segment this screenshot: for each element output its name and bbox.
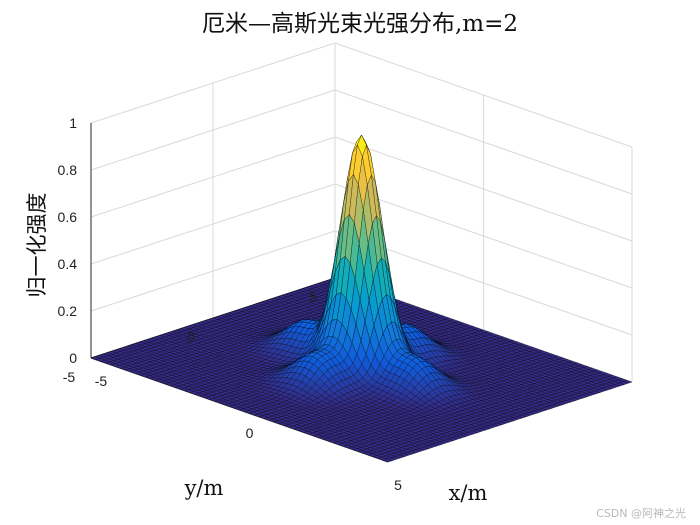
- x-axis-label: x/m: [449, 481, 488, 505]
- z-tick-label: 0: [69, 350, 77, 366]
- gridline: [90, 42, 633, 148]
- z-axis-label: 归一化强度: [25, 193, 49, 298]
- watermark: CSDN @阿神之光: [596, 507, 686, 520]
- chart-title: 厄米—高斯光束光强分布,m=2: [202, 11, 518, 37]
- x-tick-label: 0: [246, 425, 254, 441]
- y-tick-label: 5: [309, 289, 317, 305]
- y-axis-label: y/m: [184, 476, 224, 500]
- surface-mesh: [90, 134, 633, 463]
- surface-patch: [382, 458, 393, 463]
- y-tick-label: 0: [187, 329, 195, 345]
- x-tick-label: -5: [95, 373, 108, 389]
- z-tick-label: 0.6: [58, 209, 78, 225]
- z-tick-label: 1: [69, 115, 77, 131]
- tick-labels: 0 0.2 0.4 0.6 0.8 1 -5 0 5 -5 0 5: [58, 115, 403, 493]
- y-tick-label: -5: [63, 369, 76, 385]
- z-tick-label: 0.4: [58, 256, 78, 272]
- z-tick-label: 0.2: [58, 303, 78, 319]
- z-tick-label: 0.8: [58, 162, 78, 178]
- x-tick-label: 5: [394, 477, 402, 493]
